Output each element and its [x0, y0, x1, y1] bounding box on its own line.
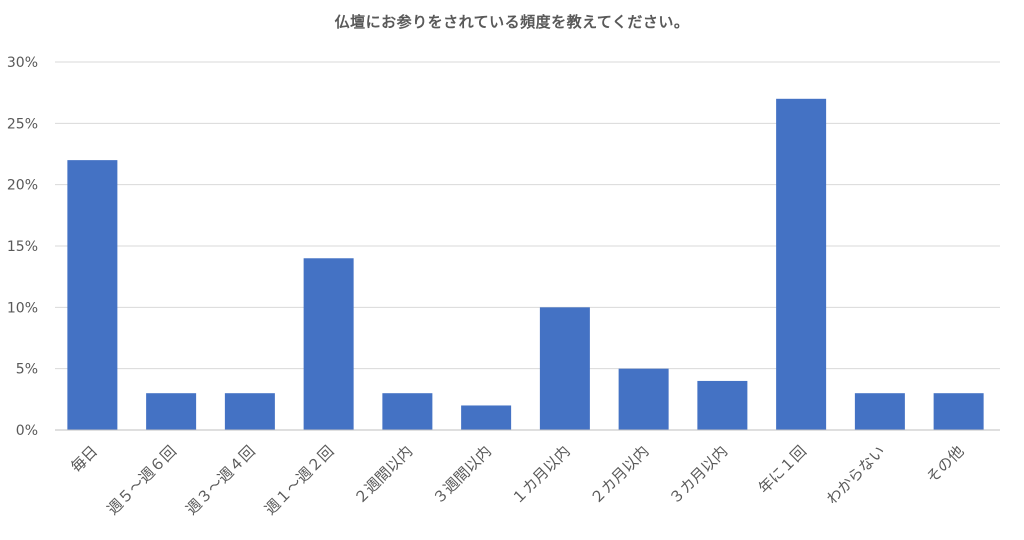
- x-tick-label: ３週間以内: [429, 442, 495, 508]
- bar: [776, 98, 827, 431]
- bars: [67, 98, 984, 431]
- bar: [224, 393, 275, 430]
- bar: [854, 393, 905, 430]
- bar: [67, 160, 118, 430]
- x-tick-label: ３カ月以内: [665, 442, 731, 508]
- bar: [697, 380, 748, 430]
- bar: [461, 405, 512, 430]
- y-tick-label: 10%: [7, 300, 38, 316]
- y-tick-label: 20%: [7, 178, 38, 194]
- y-axis-ticks: 0% 5% 10% 15% 20% 25% 30%: [7, 55, 38, 439]
- x-tick-label: 毎日: [67, 442, 101, 476]
- x-tick-label: 年に１回: [755, 442, 810, 497]
- x-tick-label: ２週間以内: [350, 442, 416, 508]
- x-tick-label: 週５～週６回: [104, 442, 180, 518]
- bar: [933, 393, 984, 430]
- gridlines: [55, 61, 1000, 370]
- y-tick-label: 0%: [16, 423, 38, 439]
- y-tick-label: 25%: [7, 116, 38, 132]
- x-tick-label: 週３～週４回: [182, 442, 258, 518]
- y-tick-label: 15%: [7, 239, 38, 255]
- x-axis-ticks: 毎日 週５～週６回 週３～週４回 週１～週２回 ２週間以内 ３週間以内 １カ月以内 ２カ月以内…: [67, 442, 967, 518]
- y-tick-label: 5%: [16, 362, 38, 378]
- x-tick-label: わからない: [823, 442, 889, 508]
- y-tick-label: 30%: [7, 55, 38, 71]
- x-tick-label: 週１～週２回: [261, 442, 337, 518]
- chart-title: 仏壇にお参りをされている頻度を教えてください。: [334, 13, 690, 31]
- bar: [303, 258, 354, 430]
- bar: [539, 307, 590, 430]
- x-tick-label: １カ月以内: [508, 442, 574, 508]
- x-tick-label: その他: [923, 442, 968, 487]
- x-tick-label: ２カ月以内: [587, 442, 653, 508]
- bar: [618, 368, 669, 430]
- bar: [146, 393, 197, 430]
- bar: [382, 393, 433, 430]
